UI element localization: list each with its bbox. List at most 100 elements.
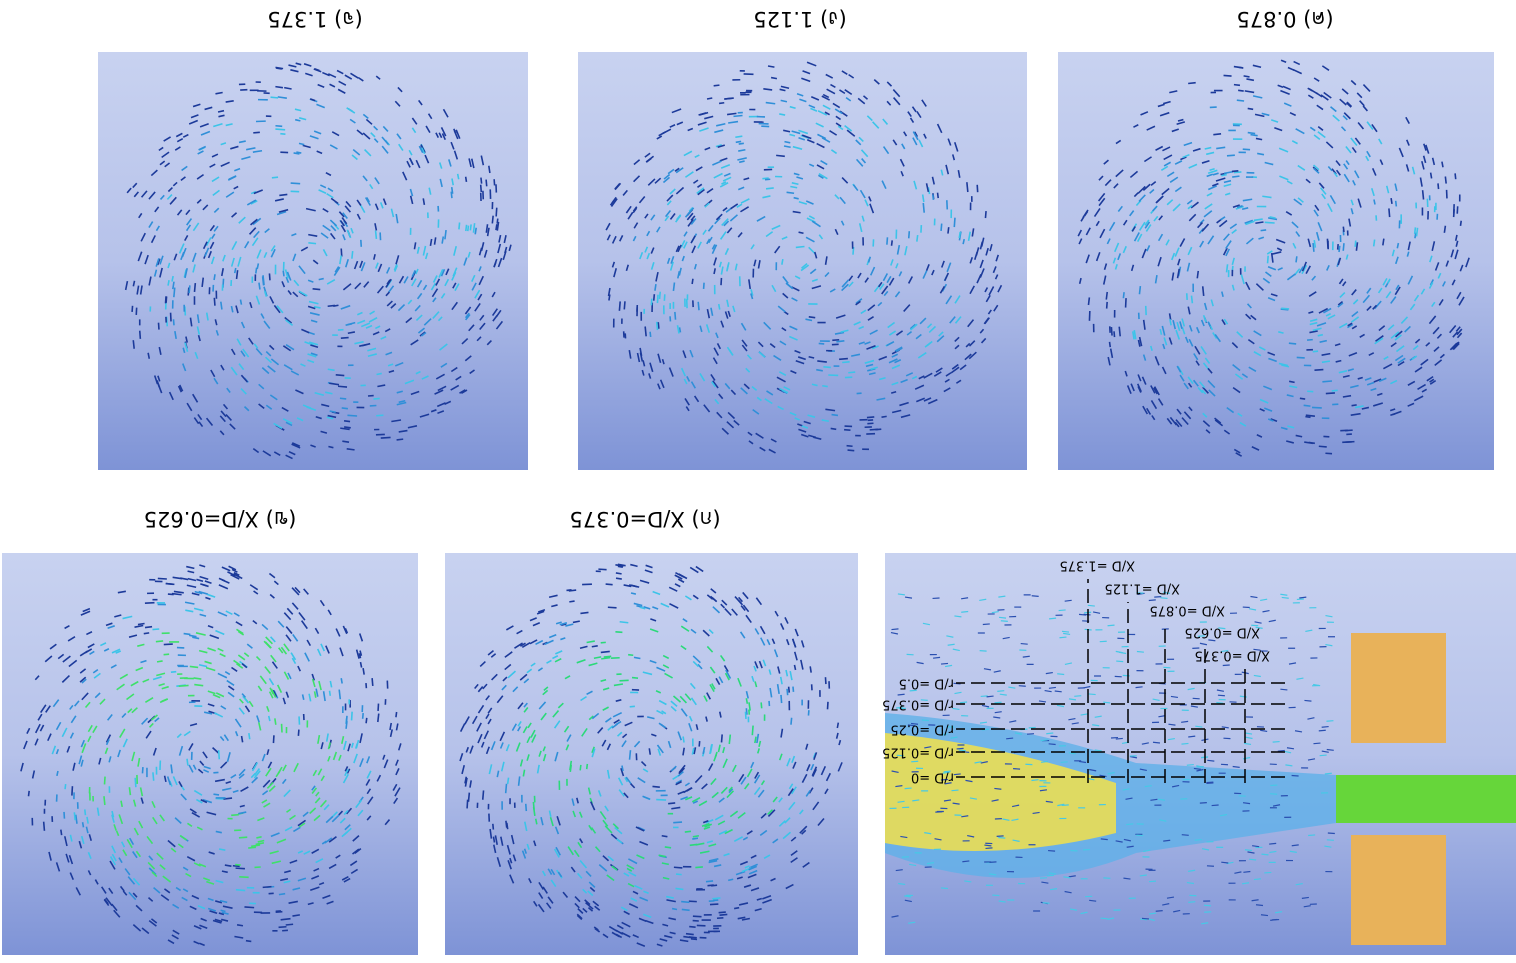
vector bbox=[167, 939, 175, 945]
vector bbox=[193, 925, 202, 930]
vector bbox=[326, 900, 334, 905]
vector bbox=[496, 221, 500, 231]
vector bbox=[1318, 445, 1327, 448]
vector bbox=[1366, 305, 1372, 312]
vector bbox=[221, 911, 229, 915]
vector bbox=[776, 684, 780, 694]
vector bbox=[1129, 170, 1139, 179]
vector bbox=[1071, 722, 1079, 725]
vector bbox=[871, 345, 879, 350]
vector bbox=[272, 735, 275, 744]
vector bbox=[186, 584, 197, 589]
vector bbox=[961, 815, 969, 818]
vector bbox=[740, 322, 747, 331]
vector bbox=[546, 659, 552, 664]
vector bbox=[167, 839, 176, 848]
vector bbox=[196, 326, 201, 335]
vector bbox=[669, 212, 676, 220]
vector bbox=[705, 324, 711, 333]
vector bbox=[103, 898, 109, 905]
vector bbox=[1326, 748, 1334, 751]
vector bbox=[959, 364, 967, 371]
vector bbox=[940, 887, 948, 890]
vector bbox=[291, 233, 297, 237]
vector bbox=[821, 137, 831, 143]
vector bbox=[1414, 338, 1421, 344]
vector bbox=[1443, 225, 1447, 233]
vector bbox=[1431, 241, 1436, 251]
vector bbox=[776, 154, 785, 158]
vector bbox=[1313, 683, 1321, 687]
vector bbox=[318, 680, 322, 691]
vector bbox=[433, 237, 437, 245]
vector bbox=[294, 586, 301, 594]
vector bbox=[1255, 221, 1264, 225]
vector bbox=[526, 668, 533, 674]
vector bbox=[799, 825, 808, 834]
vector bbox=[416, 292, 423, 300]
vector bbox=[928, 325, 937, 334]
vector bbox=[800, 264, 810, 272]
vector bbox=[440, 292, 446, 299]
vector bbox=[282, 418, 293, 425]
vector bbox=[376, 285, 384, 294]
vector bbox=[1395, 330, 1403, 338]
vector bbox=[719, 913, 728, 916]
vector bbox=[138, 330, 142, 339]
vector bbox=[180, 176, 186, 182]
vector bbox=[781, 236, 788, 240]
vector bbox=[1223, 170, 1234, 175]
vector bbox=[1405, 116, 1410, 125]
vector bbox=[1245, 736, 1253, 740]
vector bbox=[691, 747, 695, 755]
vector bbox=[214, 712, 224, 718]
vector bbox=[763, 87, 773, 91]
vector bbox=[714, 217, 721, 225]
vector bbox=[241, 663, 248, 669]
vector bbox=[740, 776, 747, 785]
vector bbox=[269, 593, 275, 599]
vector bbox=[694, 774, 703, 784]
vector bbox=[1044, 689, 1052, 693]
vector bbox=[356, 129, 364, 136]
vector bbox=[632, 235, 637, 242]
vector bbox=[317, 734, 321, 744]
vector bbox=[853, 321, 861, 326]
vector bbox=[385, 291, 390, 297]
vector bbox=[998, 595, 1006, 598]
vector bbox=[765, 101, 776, 105]
vector bbox=[852, 246, 855, 255]
vector bbox=[346, 448, 355, 451]
vector bbox=[184, 268, 188, 279]
vector bbox=[148, 276, 152, 286]
vector bbox=[733, 114, 743, 118]
vector bbox=[679, 939, 689, 943]
vector bbox=[763, 854, 771, 860]
vector bbox=[335, 374, 345, 377]
vector bbox=[292, 914, 300, 917]
vector bbox=[362, 132, 371, 140]
vector bbox=[1174, 247, 1180, 257]
vector bbox=[557, 871, 563, 878]
vector bbox=[198, 649, 208, 654]
vector bbox=[662, 176, 671, 184]
vector bbox=[297, 877, 307, 882]
vector bbox=[743, 383, 750, 390]
vector bbox=[428, 187, 432, 195]
vector bbox=[641, 369, 645, 376]
vector bbox=[495, 320, 504, 330]
vector bbox=[818, 234, 824, 240]
vector bbox=[441, 236, 445, 244]
vector bbox=[1326, 203, 1333, 213]
vector bbox=[901, 143, 906, 150]
vector bbox=[961, 610, 969, 613]
vector bbox=[476, 336, 482, 342]
vector bbox=[451, 271, 457, 281]
vector bbox=[392, 783, 398, 791]
vector bbox=[302, 811, 309, 817]
vector bbox=[607, 606, 617, 609]
vector bbox=[938, 331, 944, 337]
vector bbox=[947, 227, 950, 234]
vector bbox=[1197, 221, 1204, 229]
vector bbox=[766, 390, 774, 396]
